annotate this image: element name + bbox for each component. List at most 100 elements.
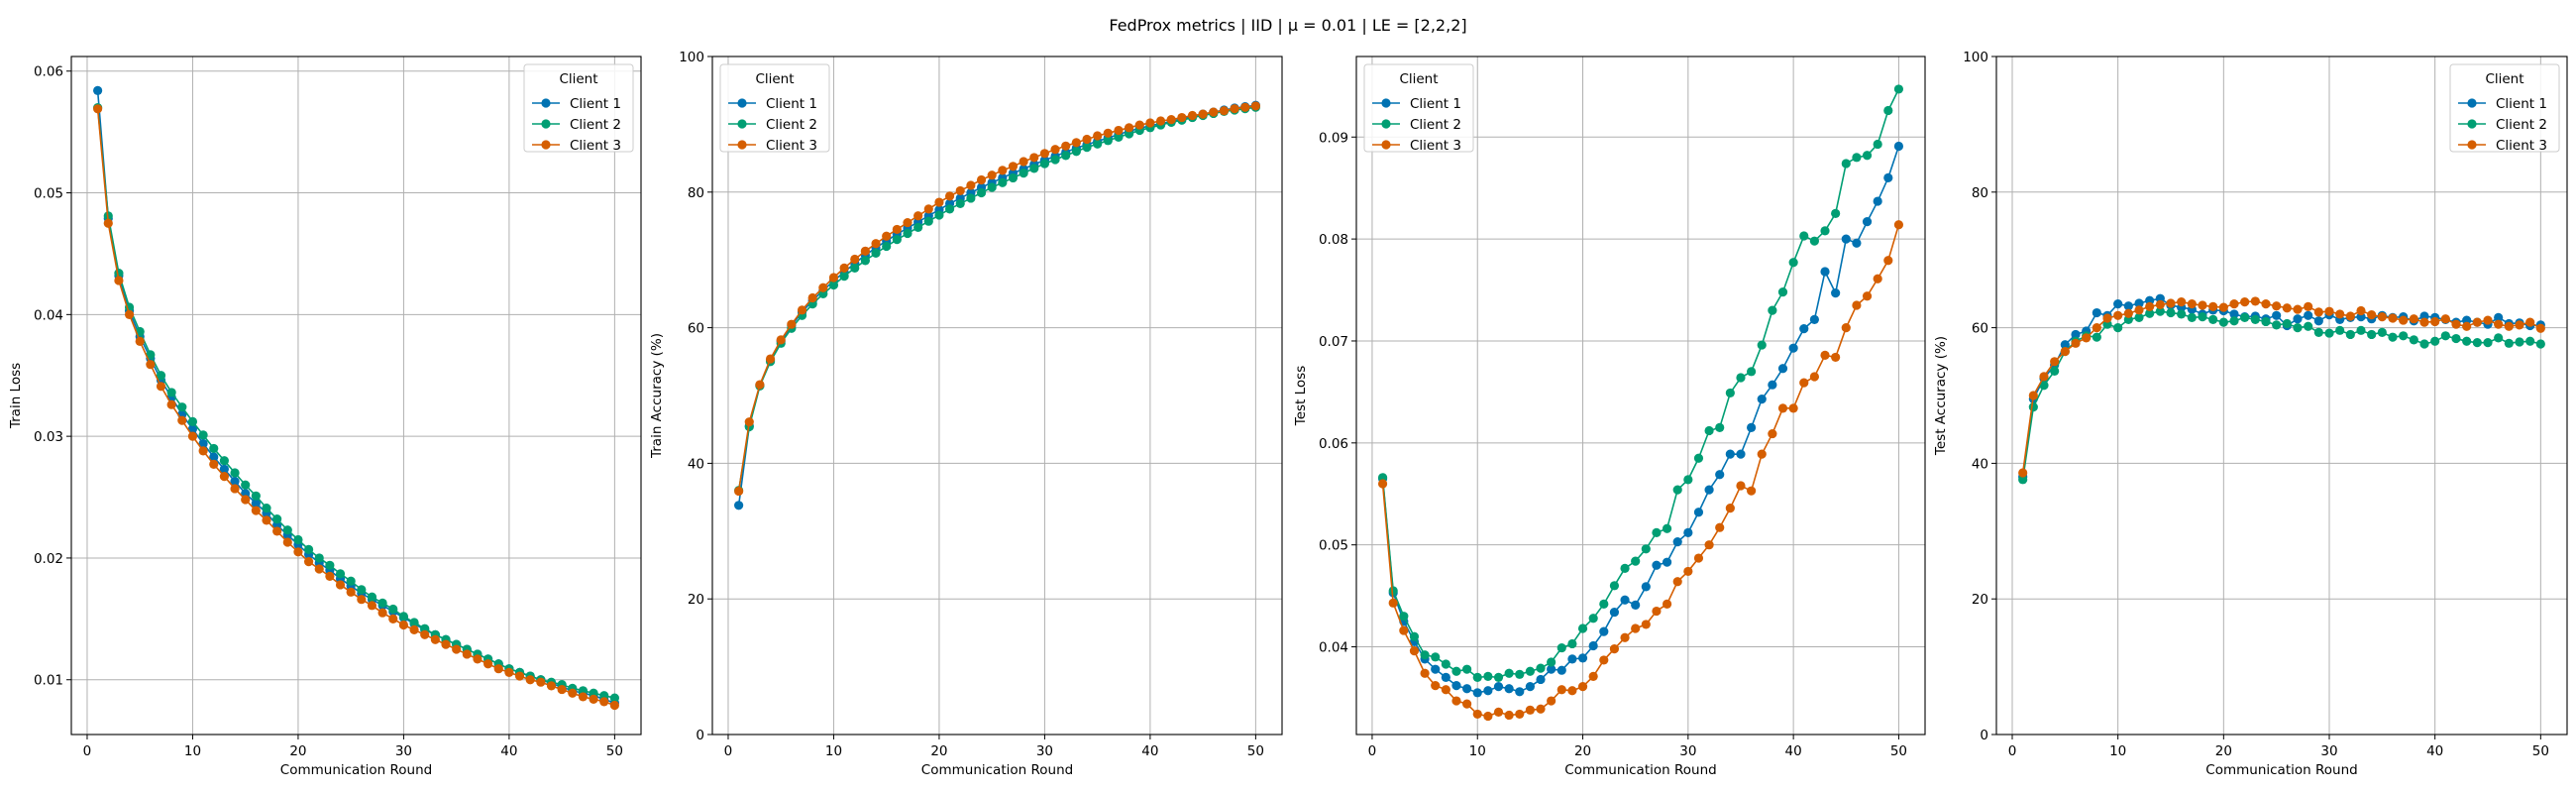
data-point [1039, 159, 1050, 169]
data-point [2240, 312, 2250, 322]
data-point [2356, 305, 2366, 316]
x-tick-label: 50 [1247, 743, 1264, 759]
data-point [1799, 378, 1809, 388]
data-point [1134, 120, 1144, 130]
data-point [1693, 453, 1704, 463]
data-point [1809, 314, 1819, 324]
data-point [2039, 381, 2049, 391]
y-tick-label: 100 [679, 50, 704, 65]
y-tick-label: 0.06 [1319, 436, 1348, 452]
data-point [2345, 329, 2355, 340]
data-point [1631, 600, 1641, 610]
data-point [124, 309, 135, 319]
data-point [514, 671, 525, 681]
test-accuracy-panel: 0 10 20 30 40 50 0 20 40 60 80 100 Communication Rou… [1933, 50, 2568, 778]
data-point [2293, 304, 2303, 314]
data-point [166, 399, 176, 409]
data-point [1462, 664, 1472, 674]
data-point [987, 170, 997, 180]
data-point [1852, 238, 1862, 248]
x-tick-label: 40 [1141, 743, 1158, 759]
data-point [2377, 312, 2387, 322]
data-point [2113, 323, 2123, 333]
data-point [1525, 682, 1535, 692]
y-tick-label: 0 [1980, 728, 1988, 743]
data-point [335, 580, 346, 590]
data-point [1777, 403, 1788, 413]
data-point [1831, 288, 1841, 298]
data-point [1177, 112, 1187, 123]
data-point [2345, 311, 2355, 321]
data-point [2018, 475, 2028, 485]
x-tick-label: 0 [2008, 743, 2017, 759]
data-point [367, 601, 377, 611]
data-point [2113, 299, 2123, 309]
data-point [187, 424, 198, 434]
data-point [1071, 147, 1081, 157]
y-tick-label: 40 [688, 456, 704, 472]
data-point [1483, 711, 1493, 722]
legend-swatch-marker [541, 119, 551, 129]
data-point [2166, 307, 2176, 318]
data-point [1893, 84, 1904, 94]
y-tick-label: 0.04 [1319, 640, 1348, 656]
data-point [1525, 666, 1535, 676]
legend-swatch-marker [541, 98, 551, 108]
data-point [1768, 428, 1777, 439]
x-axis-label: Communication Round [921, 762, 1073, 778]
data-point [1788, 343, 1798, 353]
data-point [1093, 139, 1103, 149]
data-point [2218, 302, 2228, 312]
data-point [230, 484, 240, 494]
data-point [1788, 258, 1798, 268]
data-point [987, 182, 997, 192]
data-point [1662, 599, 1672, 609]
data-point [1431, 681, 1441, 691]
data-point [1198, 109, 1208, 119]
x-tick-label: 20 [2215, 743, 2232, 759]
x-axis-label: Communication Round [280, 762, 432, 778]
data-point [504, 667, 514, 677]
data-point [1071, 138, 1081, 148]
data-point [1504, 710, 1514, 721]
data-point [1641, 544, 1651, 554]
data-point [1777, 364, 1788, 374]
data-point [1556, 685, 1566, 695]
data-point [2134, 312, 2144, 322]
data-point [966, 180, 976, 190]
plot-frame [1355, 56, 1926, 736]
data-point [1462, 684, 1472, 694]
data-point [1409, 646, 1420, 656]
data-point [198, 430, 208, 440]
data-point [219, 456, 229, 466]
data-point [1515, 709, 1525, 720]
data-point [1525, 705, 1535, 715]
data-point [1093, 131, 1103, 141]
legend-swatch-marker [2467, 119, 2477, 129]
data-point [1547, 657, 1556, 667]
data-point [1588, 614, 1598, 623]
data-point [452, 644, 462, 654]
legend-entry-client-2: Client 2 [1410, 117, 1461, 133]
data-point [2293, 314, 2303, 324]
data-point [1693, 508, 1704, 517]
legend-entry-client-1: Client 1 [1410, 96, 1461, 112]
data-point [2092, 323, 2101, 333]
data-point [1841, 323, 1851, 333]
data-point [1893, 141, 1904, 152]
x-tick-label: 50 [2532, 743, 2549, 759]
data-point [346, 576, 356, 586]
data-point [367, 592, 377, 602]
data-point [2419, 317, 2429, 327]
y-tick-label: 20 [688, 592, 704, 608]
data-point [314, 564, 324, 574]
data-point [839, 263, 849, 274]
data-point [473, 654, 483, 664]
data-point [462, 649, 472, 659]
data-point [882, 241, 892, 252]
legend-swatch-marker [1381, 119, 1391, 129]
data-point [934, 210, 944, 220]
data-point [1736, 373, 1746, 383]
data-point [2050, 366, 2060, 376]
y-axis-label: Train Accuracy (%) [649, 333, 665, 459]
